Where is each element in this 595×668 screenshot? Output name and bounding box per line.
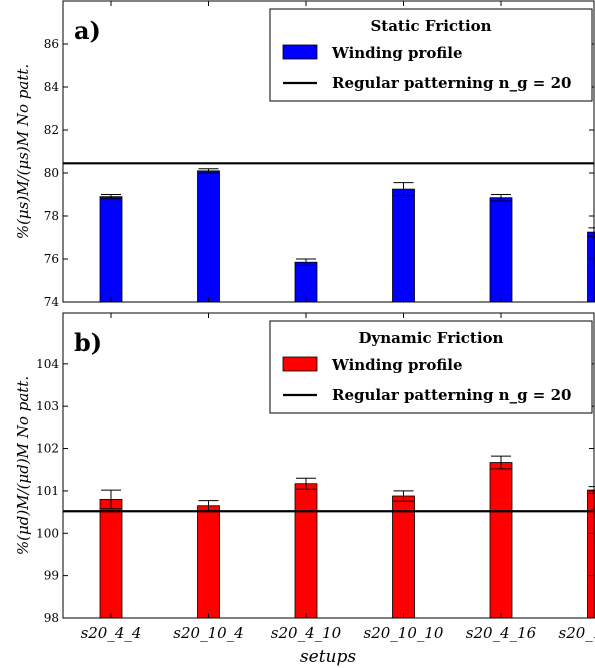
bar-b-s20_4_16	[489, 462, 513, 619]
x-axis-label: setups	[300, 647, 356, 667]
xtick-label-s20_4_4: s20_4_4	[81, 624, 142, 642]
xtick-label-s20_4_10: s20_4_10	[271, 624, 342, 642]
ytick-label-a-82: 82	[44, 123, 59, 137]
bar-a-s20_10_10	[392, 188, 415, 303]
legend-title-b: Dynamic Friction	[359, 329, 504, 347]
bar-b-s20_4_4	[99, 498, 123, 619]
legend-item-bars-b: Winding profile	[331, 356, 463, 374]
ytick-label-a-76: 76	[44, 252, 59, 266]
bar-b-s20_4_10	[294, 483, 318, 619]
panel-label-b: b)	[74, 328, 102, 357]
ytick-label-a-78: 78	[44, 209, 59, 223]
bar-a-s20_10_16	[587, 231, 595, 303]
panel-label-a: a)	[74, 16, 101, 45]
ytick-label-a-74: 74	[44, 295, 60, 309]
legend-a: Static Friction Winding profile Regular pa…	[269, 8, 593, 102]
bar-b-s20_10_10	[392, 495, 415, 619]
y-axis-label-a: %(μs)M/(μs)M No patt.	[14, 64, 32, 239]
legend-box-a	[269, 8, 593, 102]
legend-item-line-b: Regular patterning n_g = 20	[332, 386, 571, 404]
bar-a-s20_10_4	[197, 170, 220, 303]
xtick-label-s20_4_16: s20_4_16	[466, 624, 537, 642]
legend-item-bars-a: Winding profile	[331, 44, 463, 62]
panel-b: 98 99 100 101 102 103 104 b) %(μd)M/(μd)M No pat…	[14, 312, 595, 625]
ytick-label-a-80: 80	[44, 166, 59, 180]
xtick-label-s20_10_16: s20_10_16	[559, 624, 595, 642]
ytick-label-b-98: 98	[44, 611, 59, 625]
ytick-label-a-84: 84	[44, 80, 60, 94]
legend-box-b	[269, 320, 593, 414]
ytick-label-b-100: 100	[36, 526, 59, 540]
panel-a: 74 76 78 80 82 84 86 a) %(μs)M/(μs)M No patt. Sta…	[14, 0, 595, 309]
legend-swatch-b	[282, 356, 318, 372]
legend-title-a: Static Friction	[370, 17, 491, 35]
ytick-label-b-99: 99	[44, 569, 59, 583]
legend-b: Dynamic Friction Winding profile Regular p…	[269, 320, 593, 414]
ytick-label-b-104: 104	[36, 357, 59, 371]
bar-a-s20_4_10	[294, 261, 318, 303]
legend-item-line-a: Regular patterning n_g = 20	[332, 74, 571, 92]
ytick-label-b-101: 101	[36, 484, 59, 498]
plot-frame-a	[62, 0, 595, 303]
xtick-label-s20_10_4: s20_10_4	[173, 624, 243, 642]
plot-frame-b	[62, 312, 595, 619]
ytick-label-b-102: 102	[36, 442, 59, 456]
bar-a-s20_4_16	[489, 197, 513, 303]
bar-a-s20_4_4	[99, 196, 123, 303]
legend-swatch-a	[282, 44, 318, 60]
bar-b-s20_10_16	[587, 489, 595, 619]
ytick-label-b-103: 103	[36, 399, 59, 413]
ytick-label-a-86: 86	[44, 37, 59, 51]
xtick-label-s20_10_10: s20_10_10	[364, 624, 444, 642]
bar-b-s20_10_4	[197, 505, 220, 619]
y-axis-label-b: %(μd)M/(μd)M No patt.	[14, 376, 32, 555]
